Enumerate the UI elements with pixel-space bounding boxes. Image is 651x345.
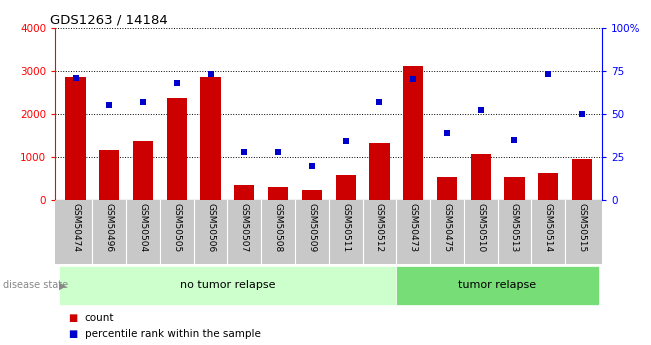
Text: GSM50508: GSM50508 xyxy=(273,203,283,253)
Text: disease state: disease state xyxy=(3,280,68,290)
Text: GSM50509: GSM50509 xyxy=(307,203,316,253)
Bar xyxy=(505,177,525,200)
Bar xyxy=(437,177,457,200)
Text: count: count xyxy=(85,313,114,323)
Bar xyxy=(572,159,592,200)
Text: GSM50496: GSM50496 xyxy=(105,203,114,253)
Bar xyxy=(396,266,599,305)
Text: GSM50510: GSM50510 xyxy=(476,203,485,253)
Text: ▶: ▶ xyxy=(59,280,66,290)
Bar xyxy=(335,175,355,200)
Point xyxy=(273,149,283,155)
Text: GSM50515: GSM50515 xyxy=(577,203,587,253)
Text: GSM50511: GSM50511 xyxy=(341,203,350,253)
Bar xyxy=(133,141,153,200)
Bar xyxy=(167,98,187,200)
Point xyxy=(408,77,419,82)
Text: GSM50473: GSM50473 xyxy=(409,203,418,253)
Bar xyxy=(234,186,255,200)
Text: GSM50514: GSM50514 xyxy=(544,203,553,253)
Point xyxy=(307,163,317,168)
Text: GSM50506: GSM50506 xyxy=(206,203,215,253)
Bar xyxy=(201,77,221,200)
Text: percentile rank within the sample: percentile rank within the sample xyxy=(85,329,260,339)
Text: GSM50474: GSM50474 xyxy=(71,203,80,252)
Point xyxy=(509,137,519,142)
Point xyxy=(206,71,216,77)
Text: GSM50505: GSM50505 xyxy=(173,203,182,253)
Text: GSM50475: GSM50475 xyxy=(443,203,451,253)
Point xyxy=(543,71,553,77)
Bar xyxy=(471,154,491,200)
Text: GSM50512: GSM50512 xyxy=(375,203,384,253)
Bar xyxy=(268,187,288,200)
Point xyxy=(340,139,351,144)
Bar xyxy=(403,66,423,200)
Point xyxy=(104,102,115,108)
Point xyxy=(239,149,249,155)
Bar xyxy=(59,266,396,305)
Text: ■: ■ xyxy=(68,329,77,339)
Text: tumor relapse: tumor relapse xyxy=(458,280,536,289)
Text: no tumor relapse: no tumor relapse xyxy=(180,280,275,289)
Text: GSM50504: GSM50504 xyxy=(139,203,148,253)
Text: ■: ■ xyxy=(68,313,77,323)
Point xyxy=(138,99,148,105)
Bar xyxy=(99,150,120,200)
Text: GSM50507: GSM50507 xyxy=(240,203,249,253)
Point xyxy=(374,99,385,105)
Point xyxy=(172,80,182,86)
Point xyxy=(475,108,486,113)
Text: GDS1263 / 14184: GDS1263 / 14184 xyxy=(50,13,167,27)
Bar xyxy=(302,190,322,200)
Bar xyxy=(66,77,86,200)
Text: GSM50513: GSM50513 xyxy=(510,203,519,253)
Bar xyxy=(538,172,559,200)
Point xyxy=(441,130,452,136)
Point xyxy=(577,111,587,117)
Bar xyxy=(369,143,389,200)
Point xyxy=(70,75,81,80)
